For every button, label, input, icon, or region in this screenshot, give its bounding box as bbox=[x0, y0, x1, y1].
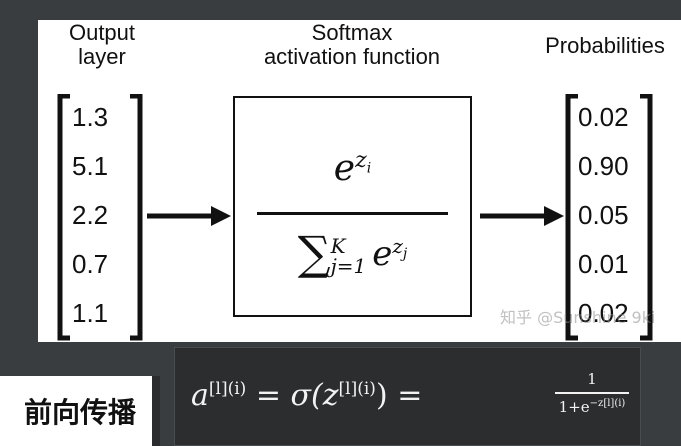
softmax-header: Softmax activation function bbox=[263, 20, 441, 69]
output-value: 1.3 bbox=[72, 102, 109, 132]
input-arrow-icon bbox=[147, 206, 231, 226]
output-value: 5.1 bbox=[72, 151, 109, 181]
fraction-line bbox=[257, 212, 448, 215]
forward-propagation-tag: 前向传播 bbox=[0, 376, 160, 446]
probability-value: 0.05 bbox=[578, 200, 629, 230]
formula-fraction: 1 1+e−z[l](i) bbox=[555, 370, 629, 416]
softmax-numerator: ezi bbox=[333, 148, 372, 189]
probabilities-header: Probabilities bbox=[545, 33, 665, 58]
output-value: 0.7 bbox=[72, 249, 109, 279]
probability-value: 0.02 bbox=[578, 298, 629, 328]
probability-vector-brackets bbox=[565, 94, 653, 341]
output-vector-brackets bbox=[57, 94, 143, 341]
probability-value: 0.02 bbox=[578, 102, 629, 132]
output-layer-header: Output layer bbox=[68, 20, 136, 69]
tag-edge bbox=[152, 376, 160, 446]
watermark: 知乎 @Sunshine 9ki bbox=[500, 308, 656, 327]
output-value: 2.2 bbox=[72, 200, 109, 230]
activation-formula: a[l](i) = σ(z[l](i)) = 1 1+e−z[l](i) bbox=[174, 347, 641, 446]
output-arrow-icon bbox=[480, 206, 564, 226]
probability-value: 0.01 bbox=[578, 249, 629, 279]
softmax-denominator: ∑K j=1 ezj bbox=[297, 226, 408, 280]
probability-value: 0.90 bbox=[578, 151, 629, 181]
output-value: 1.1 bbox=[72, 298, 109, 328]
softmax-function-box: ezi ∑K j=1 ezj bbox=[233, 96, 472, 317]
formula-lhs: a[l](i) = σ(z[l](i)) = bbox=[191, 378, 423, 413]
